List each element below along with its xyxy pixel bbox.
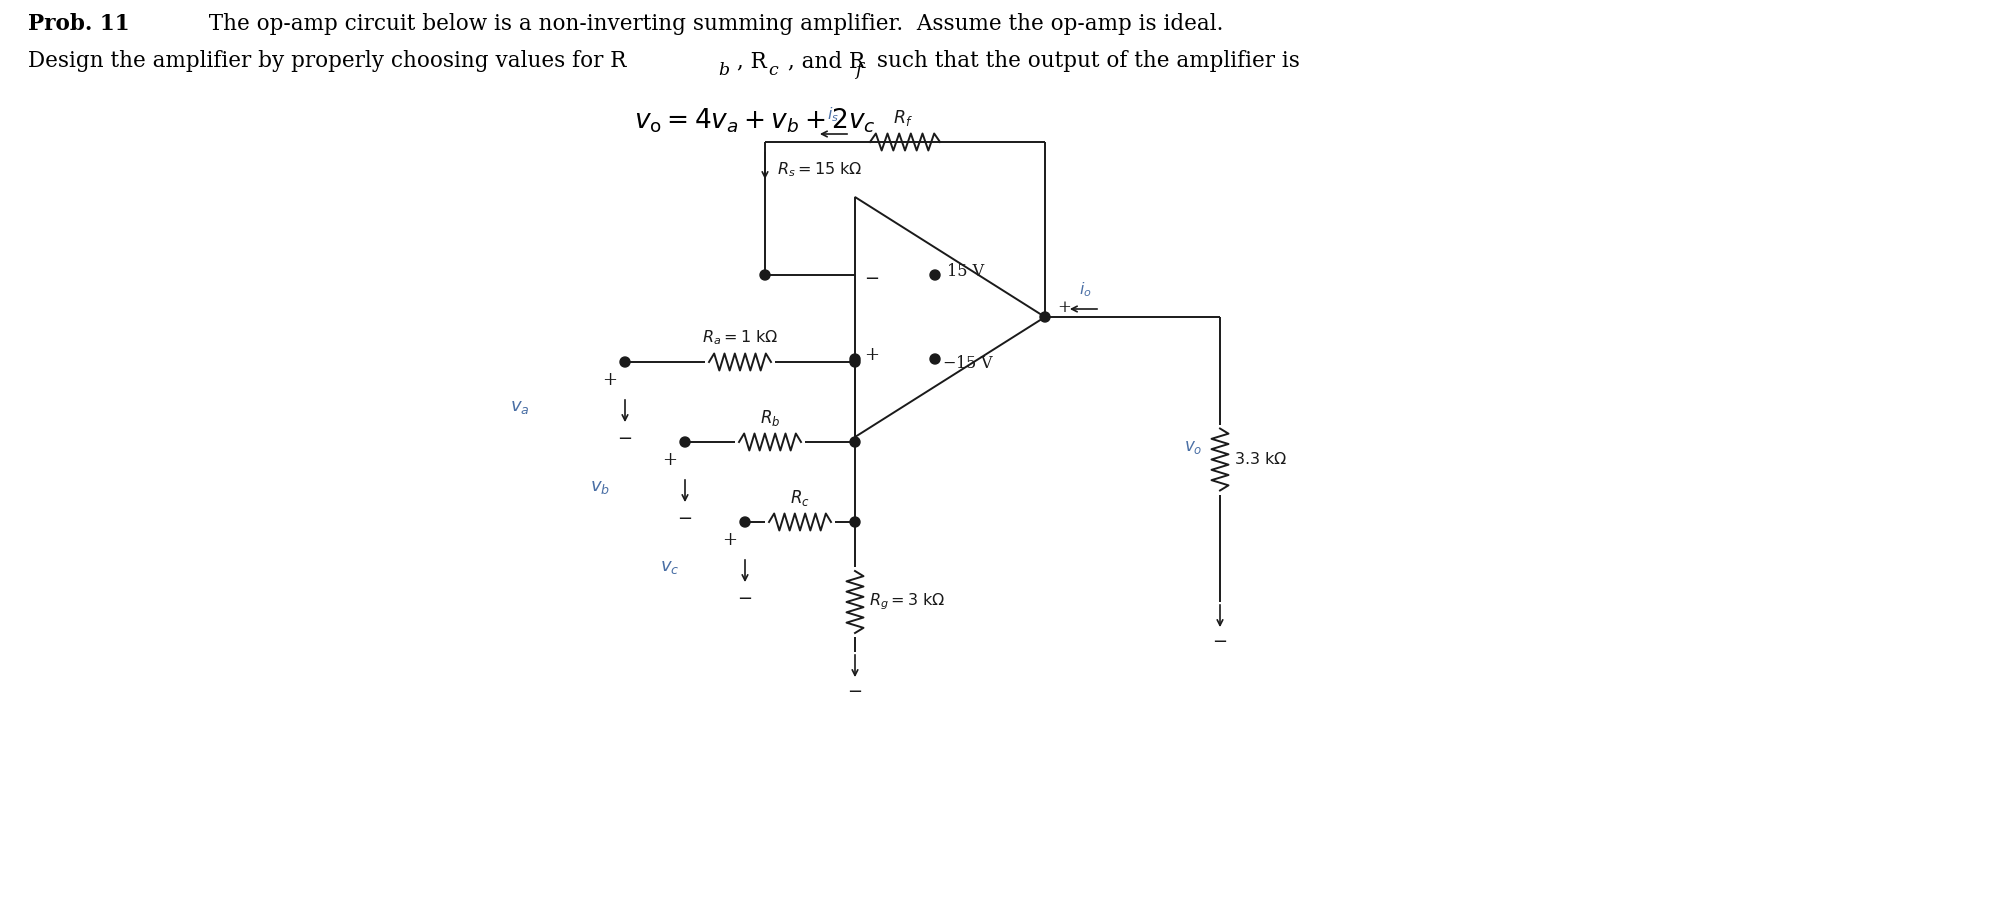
Circle shape: [850, 354, 860, 364]
Circle shape: [930, 354, 940, 364]
Text: $-$15 V: $-$15 V: [942, 355, 994, 372]
Text: , R: , R: [736, 50, 766, 72]
Text: $R_s = 15\ \mathrm{k\Omega}$: $R_s = 15\ \mathrm{k\Omega}$: [776, 161, 862, 180]
Circle shape: [1041, 312, 1051, 322]
Circle shape: [850, 357, 860, 367]
Text: , and R: , and R: [788, 50, 864, 72]
Text: $R_b$: $R_b$: [760, 408, 780, 428]
Text: $v_{\mathrm{o}} = 4v_a + v_b + 2v_c$: $v_{\mathrm{o}} = 4v_a + v_b + 2v_c$: [634, 106, 876, 135]
Circle shape: [760, 270, 770, 280]
Circle shape: [850, 517, 860, 527]
Text: $-$: $-$: [738, 588, 752, 606]
Text: $R_a = 1\ \mathrm{k\Omega}$: $R_a = 1\ \mathrm{k\Omega}$: [702, 328, 778, 347]
Text: The op-amp circuit below is a non-inverting summing amplifier.  Assume the op-am: The op-amp circuit below is a non-invert…: [194, 13, 1223, 35]
Text: b: b: [718, 62, 728, 79]
Text: $-$: $-$: [1213, 631, 1227, 649]
Circle shape: [680, 437, 690, 447]
Text: +: +: [602, 371, 618, 389]
Circle shape: [740, 517, 750, 527]
Text: 15 V: 15 V: [946, 262, 984, 279]
Text: $-$: $-$: [864, 268, 880, 286]
Text: $-$: $-$: [678, 508, 692, 526]
Text: f: f: [854, 62, 860, 79]
Text: $R_f$: $R_f$: [892, 108, 912, 128]
Text: Prob. 11: Prob. 11: [28, 13, 130, 35]
Text: $v_a$: $v_a$: [510, 398, 530, 416]
Text: $v_c$: $v_c$: [660, 558, 680, 576]
Text: $v_b$: $v_b$: [590, 478, 610, 496]
Text: $R_g = 3\ \mathrm{k\Omega}$: $R_g = 3\ \mathrm{k\Omega}$: [868, 591, 946, 612]
Text: $v_o$: $v_o$: [1183, 439, 1203, 456]
Text: $R_c$: $R_c$: [790, 488, 810, 508]
Text: +: +: [864, 346, 880, 364]
Circle shape: [850, 437, 860, 447]
Text: $i_o$: $i_o$: [1079, 280, 1091, 299]
Text: +: +: [722, 531, 738, 549]
Text: $-$: $-$: [848, 681, 862, 699]
Text: such that the output of the amplifier is: such that the output of the amplifier is: [870, 50, 1301, 72]
Text: c: c: [768, 62, 778, 79]
Text: $-$: $-$: [618, 428, 632, 446]
Text: +: +: [662, 451, 678, 469]
Text: +: +: [1057, 298, 1071, 316]
Text: Design the amplifier by properly choosing values for R: Design the amplifier by properly choosin…: [28, 50, 626, 72]
Text: $3.3\ \mathrm{k\Omega}$: $3.3\ \mathrm{k\Omega}$: [1235, 451, 1287, 468]
Circle shape: [620, 357, 630, 367]
Circle shape: [930, 270, 940, 280]
Text: $i_s$: $i_s$: [826, 105, 838, 124]
